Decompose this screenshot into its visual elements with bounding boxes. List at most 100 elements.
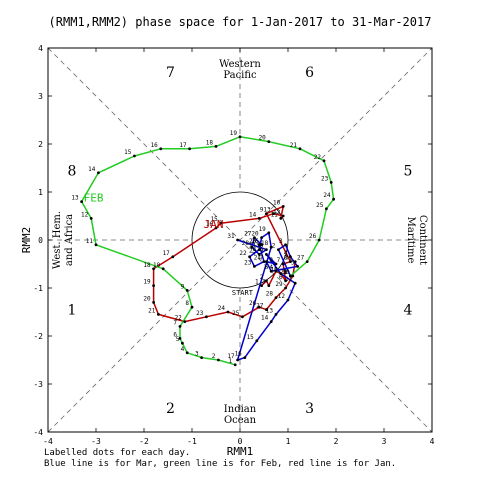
- jan-day-label: 2: [260, 274, 264, 281]
- mar-day-label: 6: [265, 264, 269, 271]
- mar-point: [279, 272, 283, 275]
- notes-line-1: Labelled dots for each day.: [44, 448, 191, 458]
- jan-point: [152, 267, 156, 271]
- region-label-right: Maritime: [405, 217, 416, 264]
- feb-point: [94, 243, 98, 247]
- jan-day-label: 4: [269, 264, 273, 271]
- phase-number-1: 1: [68, 303, 77, 319]
- y-tick-label: -3: [33, 380, 43, 389]
- feb-day-label: 28: [280, 269, 288, 276]
- feb-point: [181, 341, 184, 345]
- feb-point: [178, 325, 182, 328]
- mar-day-label: 9: [260, 247, 264, 254]
- jan-point: [293, 260, 297, 263]
- region-label-bottom: Indian: [224, 404, 257, 415]
- x-tick-label: 0: [238, 437, 243, 446]
- mar-point: [284, 243, 287, 247]
- mar-day-label: 24: [254, 255, 262, 262]
- jan-day-label: 3: [262, 279, 266, 286]
- jan-point: [265, 308, 268, 311]
- jan-point: [226, 310, 230, 314]
- feb-point: [188, 147, 192, 151]
- chart-title: (RMM1,RMM2) phase space for 1-Jan-2017 t…: [49, 15, 432, 29]
- mar-point: [269, 269, 273, 273]
- mar-day-label: 23: [244, 259, 252, 266]
- feb-day-label: 10: [153, 262, 161, 269]
- mar-day-label: 28: [242, 240, 250, 247]
- feb-point: [185, 289, 189, 292]
- mar-point: [250, 245, 254, 249]
- series-label-feb: FEB: [84, 192, 104, 205]
- feb-point: [305, 260, 309, 263]
- jan-day-label: 7: [277, 257, 281, 264]
- phase-number-3: 3: [305, 401, 314, 417]
- jan-point: [171, 255, 175, 259]
- feb-point: [329, 181, 333, 184]
- feb-day-label: 7: [173, 319, 177, 326]
- jan-day-label: 12: [273, 209, 281, 216]
- mar-day-label: 19: [259, 226, 267, 233]
- region-label-right: Continent: [417, 215, 428, 265]
- phase-number-5: 5: [404, 163, 413, 179]
- feb-day-label: 1: [229, 358, 233, 365]
- region-label-left: and Africa: [64, 214, 75, 266]
- jan-day-label: 5: [274, 267, 278, 274]
- feb-day-label: 3: [195, 351, 199, 358]
- feb-day-label: 23: [321, 175, 329, 182]
- mar-point: [248, 255, 252, 259]
- mar-point: [243, 356, 247, 359]
- jan-point: [281, 205, 285, 208]
- phase-number-8: 8: [68, 163, 77, 179]
- feb-day-label: 17: [179, 142, 187, 149]
- jan-point: [241, 315, 244, 319]
- jan-day-label: 21: [148, 307, 156, 314]
- jan-day-label: 28: [266, 291, 274, 298]
- feb-day-label: 14: [88, 166, 96, 173]
- x-tick-label: 1: [286, 437, 291, 446]
- mar-day-label: 16: [235, 351, 243, 358]
- jan-point: [257, 305, 261, 309]
- jan-point: [219, 221, 223, 225]
- y-axis-label: RMM2: [20, 227, 33, 254]
- mar-day-label: 30: [256, 243, 264, 250]
- x-tick-label: 3: [382, 437, 387, 446]
- jan-day-label: 30: [283, 269, 291, 276]
- feb-day-label: 26: [309, 233, 317, 240]
- jan-point: [284, 279, 287, 283]
- mar-day-label: 4: [284, 250, 288, 257]
- notes-line-2: Blue line is for Mar, green line is for …: [44, 459, 397, 469]
- mar-point: [296, 265, 299, 268]
- feb-day-label: 16: [151, 142, 159, 149]
- phase-guides: [47, 47, 433, 433]
- jan-day-label: 26: [249, 300, 257, 307]
- jan-point: [205, 315, 208, 319]
- jan-point: [157, 313, 160, 316]
- mar-point: [236, 358, 240, 362]
- feb-day-label: 20: [259, 135, 267, 142]
- y-tick-label: -2: [33, 332, 43, 341]
- feb-day-label: 2: [212, 353, 216, 360]
- feb-day-label: 22: [314, 154, 322, 161]
- mar-day-label: 10: [271, 267, 279, 274]
- feb-day-label: 6: [173, 331, 177, 338]
- mar-point: [257, 248, 261, 252]
- phase-number-4: 4: [404, 303, 413, 319]
- jan-point: [274, 296, 278, 299]
- mar-day-label: 29: [249, 247, 257, 254]
- jan-point: [284, 286, 287, 290]
- mar-point: [265, 253, 268, 256]
- mar-day-label: 31: [227, 233, 235, 240]
- feb-day-label: 25: [316, 202, 324, 209]
- feb-point: [200, 356, 204, 359]
- chart-notes: Labelled dots for each day. Blue line is…: [44, 448, 396, 470]
- mar-point: [277, 248, 280, 252]
- jan-point: [274, 269, 278, 273]
- jan-point: [272, 212, 275, 216]
- jan-point: [214, 226, 218, 230]
- feb-point: [233, 363, 237, 367]
- feb-day-label: 5: [176, 336, 180, 343]
- jan-point: [260, 284, 263, 287]
- unit-circle: [191, 191, 289, 289]
